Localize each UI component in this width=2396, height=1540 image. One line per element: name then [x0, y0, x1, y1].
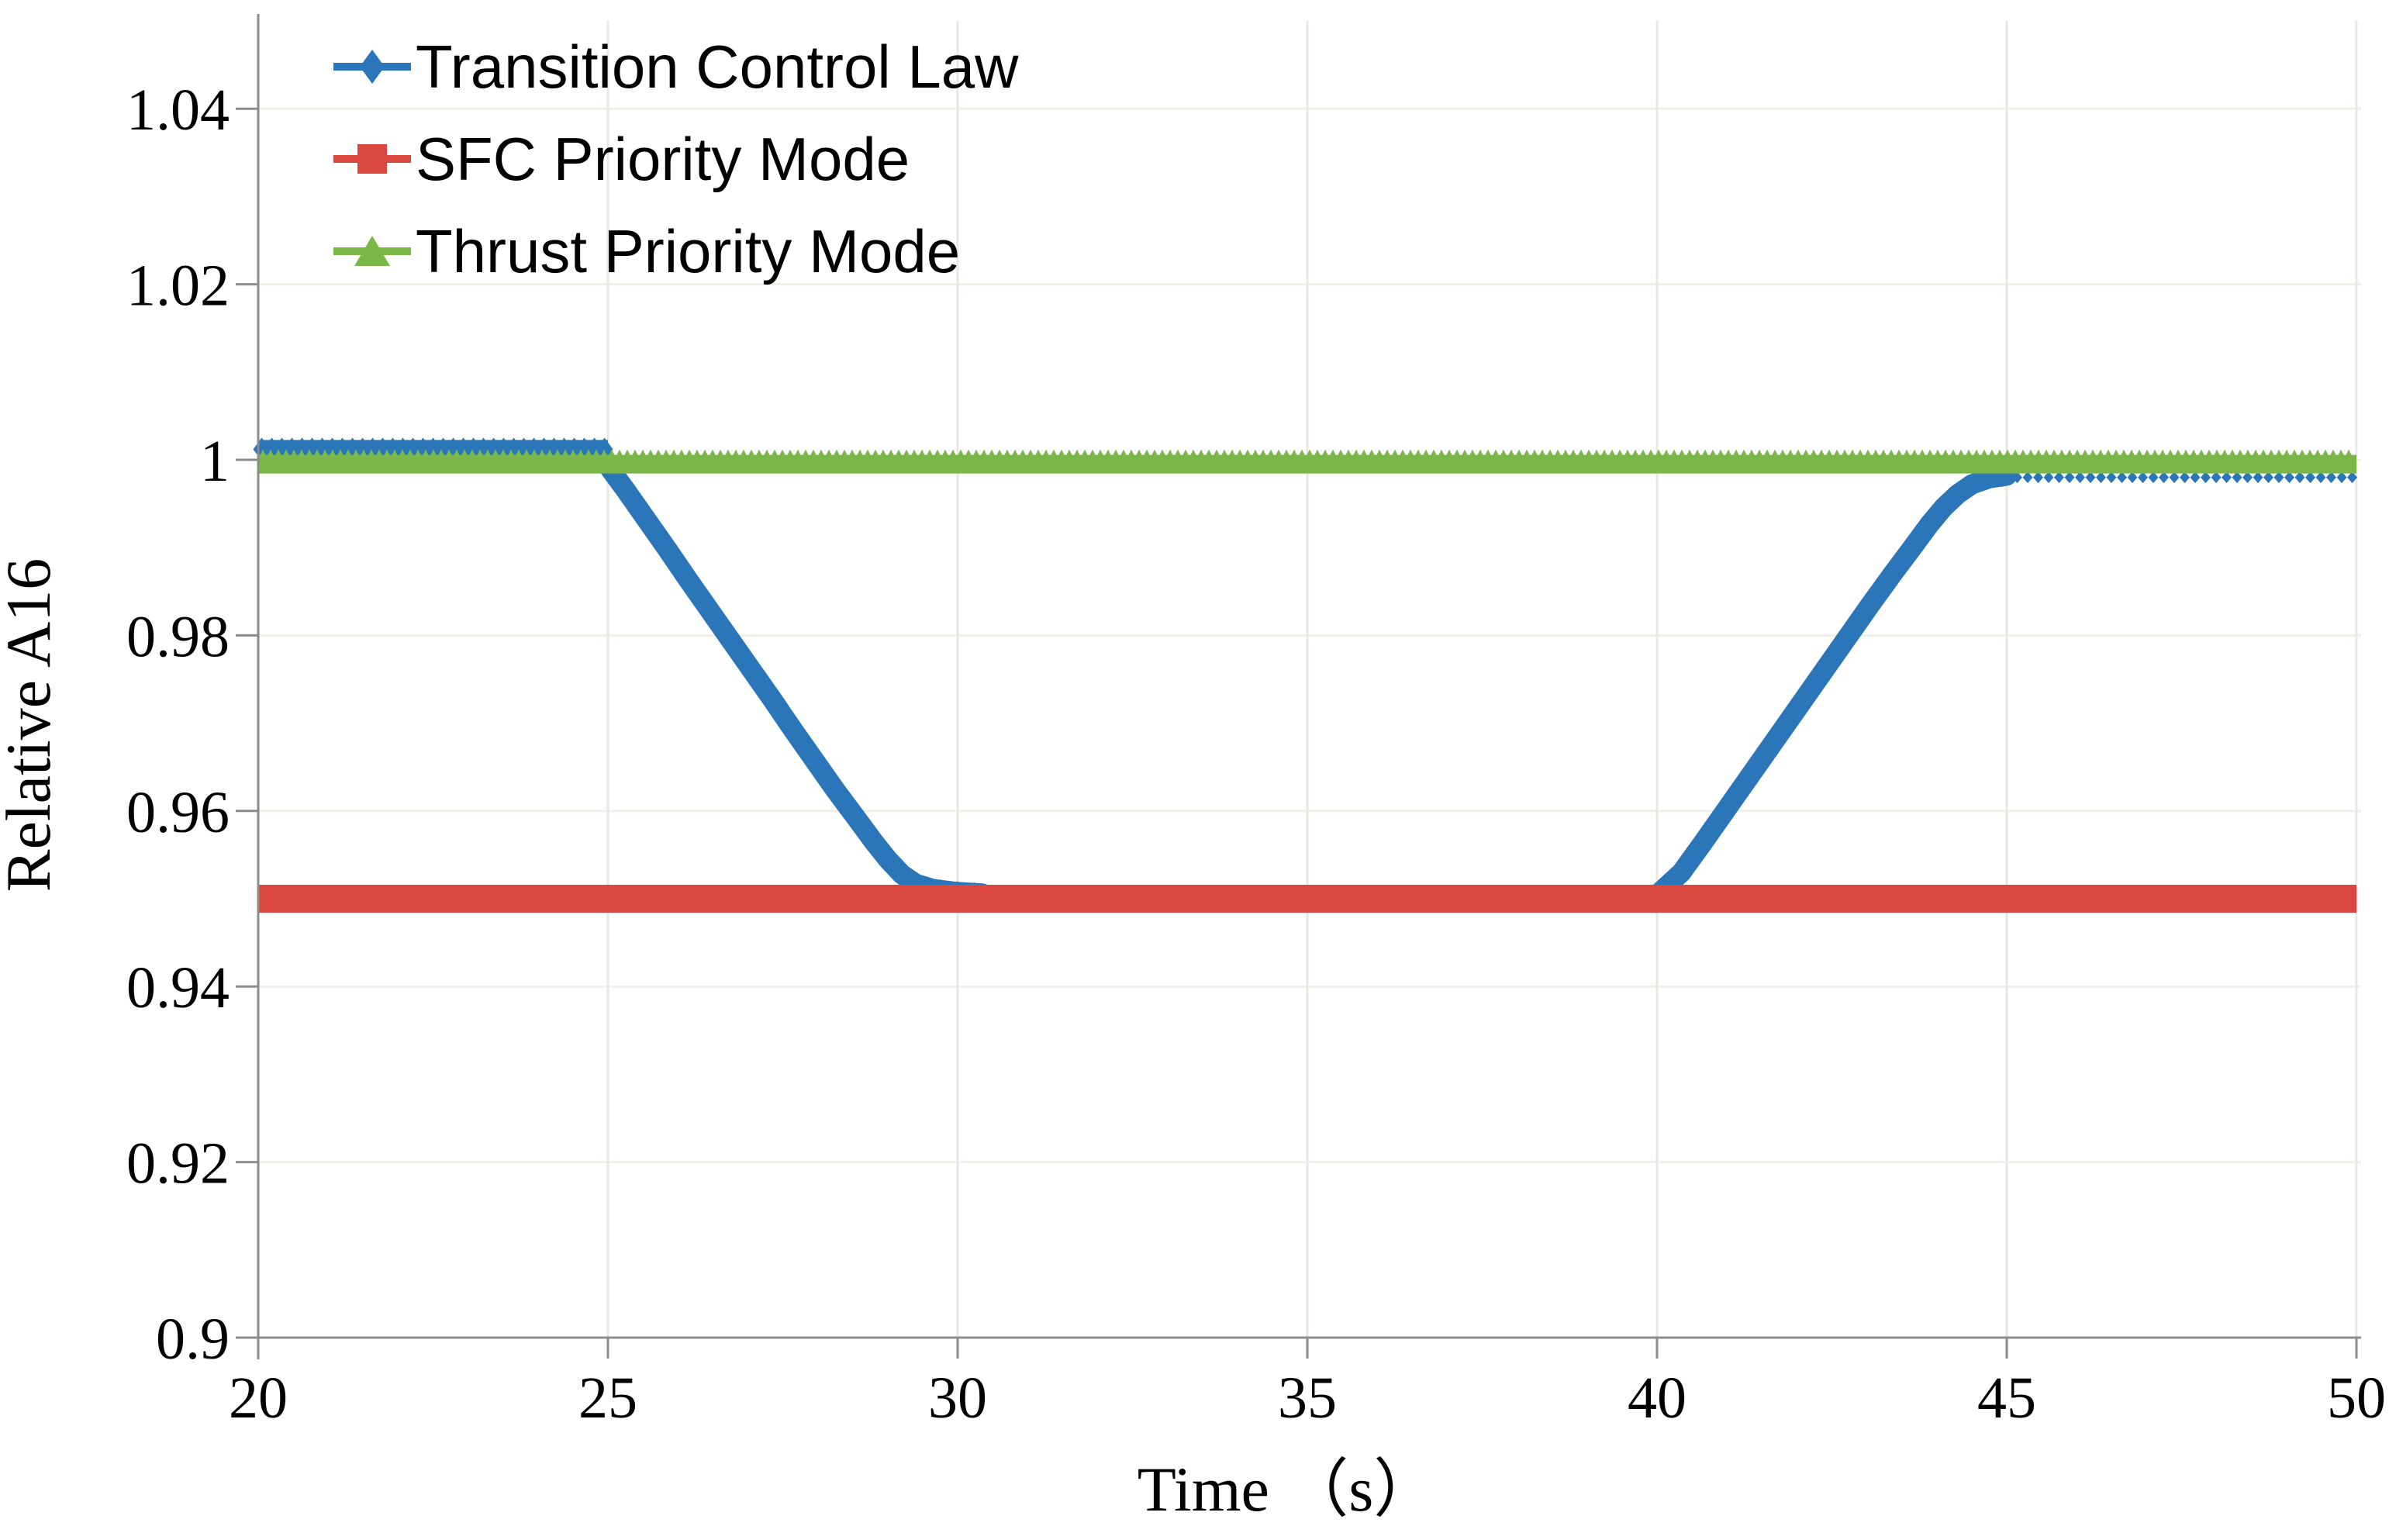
- series-transition-control-law: [253, 437, 2357, 904]
- y-axis-title: Relative A16: [0, 558, 64, 892]
- y-tick-label: 0.92: [126, 1131, 230, 1196]
- triangle-legend-marker-icon: [333, 235, 411, 266]
- x-tick-label: 40: [1628, 1366, 1687, 1431]
- legend-item-transition-control-law: Transition Control Law: [333, 20, 1018, 112]
- y-tick-label: 1: [200, 429, 230, 494]
- square-legend-marker-icon: [333, 143, 411, 174]
- legend: Transition Control Law SFC Priority Mode T…: [333, 20, 1018, 297]
- x-tick-label: 35: [1278, 1366, 1337, 1431]
- x-tick-label: 30: [928, 1366, 987, 1431]
- x-tick-label: 25: [578, 1366, 637, 1431]
- curve-line: [598, 455, 993, 904]
- y-tick-label: 1.04: [126, 78, 230, 143]
- legend-label: Transition Control Law: [416, 32, 1019, 101]
- x-tick-label: 50: [2327, 1366, 2386, 1431]
- band-teeth: [259, 449, 2353, 458]
- y-tick-label: 0.9: [156, 1307, 230, 1372]
- y-tick-label: 0.98: [126, 604, 230, 669]
- series-thrust-priority-mode: [258, 449, 2356, 474]
- dot-row-markers: [2001, 471, 2357, 484]
- legend-item-thrust-priority-mode: Thrust Priority Mode: [333, 205, 1018, 297]
- y-tick-label: 0.96: [126, 780, 230, 845]
- legend-label: Thrust Priority Mode: [416, 216, 961, 285]
- x-tick-label: 45: [1977, 1366, 2036, 1431]
- curve-markers: [600, 454, 982, 904]
- legend-label: SFC Priority Mode: [416, 124, 910, 193]
- y-tick-label: 0.94: [126, 955, 230, 1020]
- curve-markers: [1652, 465, 2010, 903]
- x-tick-label: 20: [229, 1366, 288, 1431]
- legend-item-sfc-priority-mode: SFC Priority Mode: [333, 112, 1018, 205]
- diamond-legend-marker-icon: [333, 49, 411, 84]
- tick-labels: 0.9 0.92 0.94 0.96 0.98 1 1.02 1.04 20 25 30 35 40 45…: [126, 78, 2386, 1431]
- x-axis-title: Time （s）: [1138, 1454, 1438, 1524]
- axes: [236, 14, 2361, 1359]
- data-series: [253, 437, 2357, 913]
- y-tick-label: 1.02: [126, 254, 230, 319]
